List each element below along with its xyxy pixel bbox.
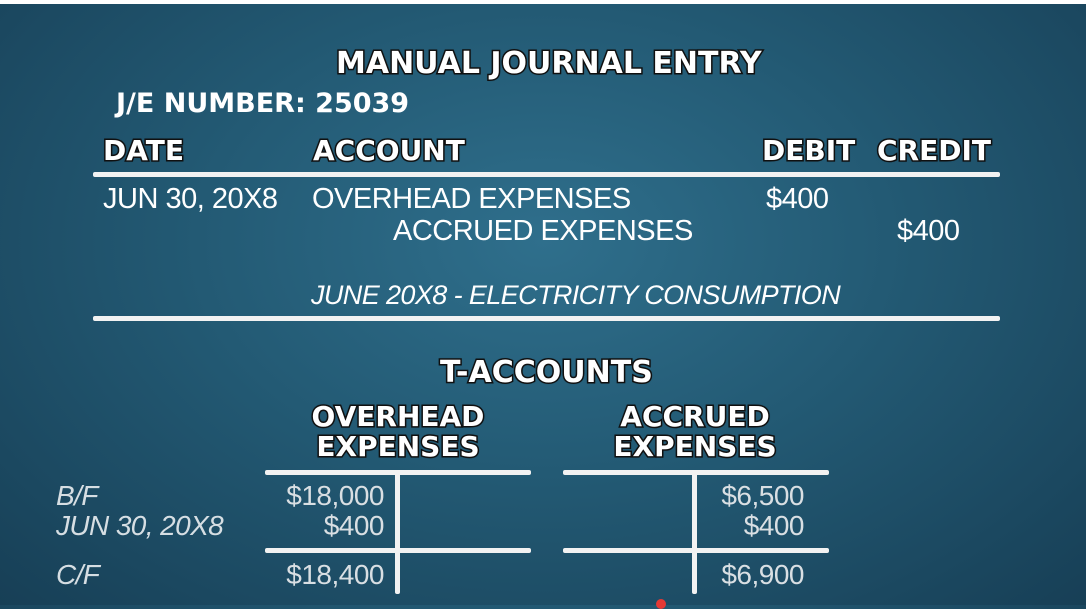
t-accounts-title: T-ACCOUNTS <box>439 354 655 392</box>
accrued-credit-entry: $400 <box>743 510 805 541</box>
t-account-name-line2: EXPENSES <box>315 430 481 463</box>
t-account-vertical-line <box>395 472 400 594</box>
entry-memo: JUNE 20X8 - ELECTRICITY CONSUMPTION <box>311 280 841 310</box>
entry-credit-account: ACCRUED EXPENSES <box>393 215 693 247</box>
entry-date: JUN 30, 20X8 <box>103 183 278 215</box>
t-account-name-line1: OVERHEAD <box>310 400 486 433</box>
accrued-closing-balance: $6,900 <box>721 559 804 590</box>
column-header-debit: DEBIT <box>760 133 856 169</box>
entry-credit-amount: $400 <box>897 215 960 247</box>
t-account-vertical-line <box>692 472 697 594</box>
column-header-date: DATE <box>102 133 186 169</box>
column-header-credit: CREDIT <box>876 133 993 169</box>
accrued-opening-balance: $6,500 <box>721 480 804 511</box>
t-account-total-line <box>563 548 829 553</box>
t-account-total-line <box>265 548 531 553</box>
video-progress-marker[interactable] <box>656 599 666 609</box>
entry-debit-amount: $400 <box>766 183 829 215</box>
column-header-account: ACCOUNT <box>312 133 467 169</box>
t-account-name-accrued: ACCRUED EXPENSES <box>600 400 790 463</box>
t-account-name-line2: EXPENSES <box>612 430 778 463</box>
overhead-opening-balance: $18,000 <box>286 480 384 511</box>
overhead-closing-balance: $18,400 <box>286 559 384 590</box>
row-label-brought-forward: B/F <box>56 480 98 511</box>
overhead-debit-entry: $400 <box>323 510 385 541</box>
t-account-name-line1: ACCRUED <box>619 400 771 433</box>
row-label-carried-forward: C/F <box>56 559 100 590</box>
t-account-name-overhead: OVERHEAD EXPENSES <box>300 400 496 463</box>
top-border <box>0 0 1086 4</box>
header-divider <box>93 172 1000 177</box>
entry-debit-account: OVERHEAD EXPENSES <box>312 183 631 215</box>
je-number: J/E NUMBER: 25039 <box>116 88 410 119</box>
footer-divider <box>93 316 1000 321</box>
row-label-date: JUN 30, 20X8 <box>56 510 224 541</box>
journal-title: MANUAL JOURNAL ENTRY <box>335 45 764 83</box>
